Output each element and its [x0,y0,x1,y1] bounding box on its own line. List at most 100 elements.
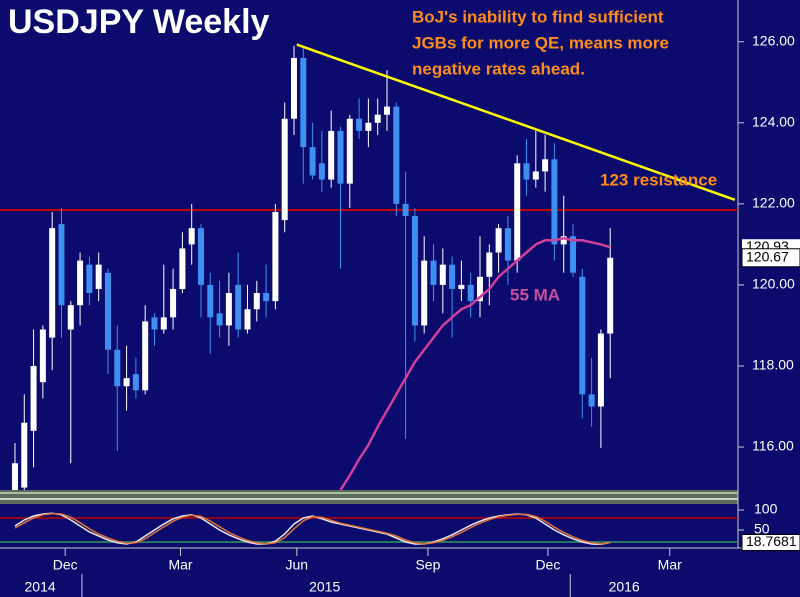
ma-line [339,237,611,490]
price-box [741,248,800,268]
candle-body [374,114,381,123]
candle-body [225,293,232,326]
annotation: negative rates ahead. [412,59,585,78]
annotation: BoJ's inability to find sufficient [412,7,664,26]
oscillator-line [14,512,611,545]
candle-body [104,272,111,350]
annotation: JGBs for more QE, means more [412,33,669,52]
x-tick-label: Mar [658,557,682,573]
candle-body [579,276,586,395]
candle-body [114,349,121,387]
x-tick-label: Jun [285,557,308,573]
price-label: 120.67 [746,248,789,264]
candle-body [439,264,446,285]
candle-body [179,248,186,289]
chart-title: USDJPY Weekly [8,3,270,41]
candle-body [151,317,158,330]
candle-body [263,293,270,302]
candle-body [300,57,307,148]
year-label: 2015 [309,579,340,595]
y-tick-label: 100 [754,501,778,517]
candle-body [607,257,614,334]
candle-body [281,118,288,221]
candle-body [49,228,56,338]
candle-body [523,163,530,180]
candle-body [328,130,335,180]
candle-body [30,365,37,431]
candle-body [402,203,409,217]
y-tick-label: 120.00 [752,276,795,292]
candle-body [495,228,502,253]
trendline [296,43,736,201]
candle-body [560,236,567,245]
candle-body [504,228,511,261]
candle-body [477,276,484,302]
candle-body [346,118,353,184]
candle-body [458,284,465,289]
candle-body [235,284,242,330]
candle-body [365,122,372,131]
candle-body [551,159,558,245]
oscillator-value-box [741,533,800,551]
candle-body [77,260,84,306]
candle-body [95,264,102,289]
overlay: 116.00 118.00 120.00 122.00 124.00 126.00 Dec M… [25,32,800,597]
candle-body [253,293,260,310]
candle-body [393,106,400,204]
candle-body [421,260,428,326]
y-tick-label: 122.00 [752,195,795,211]
candle-body [86,264,93,294]
ma-label: 55 MA [510,285,560,304]
oscillator-value-label: 18.7681 [746,533,797,549]
y-tick-label: 126.00 [752,32,795,48]
candle-body [207,284,214,318]
price-plot [0,43,738,490]
candle-body [170,288,177,318]
x-tick-label: Dec [53,557,78,573]
resistance-label: 123 resistance [600,170,717,189]
candle-body [356,118,363,131]
candle-body [67,305,74,330]
candle-body [21,422,28,488]
candle-body [244,309,251,330]
y-tick-label: 118.00 [752,357,794,373]
candle-body [532,171,539,180]
candle-body [588,394,595,407]
candle-body [430,260,437,285]
candle-body [383,106,390,115]
candle-body [486,252,493,277]
candle-body [514,163,521,261]
candle-body [337,130,344,184]
candle-body [597,333,604,407]
candle-body [290,57,297,119]
y-tick-label: 116.00 [752,438,794,454]
candle-body [160,317,167,330]
year-label: 2014 [25,579,56,595]
candle-body [11,463,18,490]
candle-body [142,321,149,391]
candle-body [123,378,130,387]
candle-body [197,228,204,285]
candle-body [411,216,418,326]
candle-body [58,224,65,306]
candle-body [542,159,549,172]
candle-body [318,163,325,180]
candle-body [132,374,139,391]
candle-body [39,329,46,383]
oscillator-plot [0,512,738,546]
y-tick-label: 50 [754,521,770,537]
y-tick-label: 124.00 [752,114,795,130]
candle-body [467,284,474,302]
candle-body [570,236,577,273]
year-label: 2016 [609,579,640,595]
candle-body [309,147,316,176]
x-tick-label: Sep [415,557,440,573]
candle-body [449,264,456,289]
candle-body [272,211,279,302]
candle-body [188,228,195,245]
x-tick-label: Mar [168,557,192,573]
candle-body [216,313,223,326]
